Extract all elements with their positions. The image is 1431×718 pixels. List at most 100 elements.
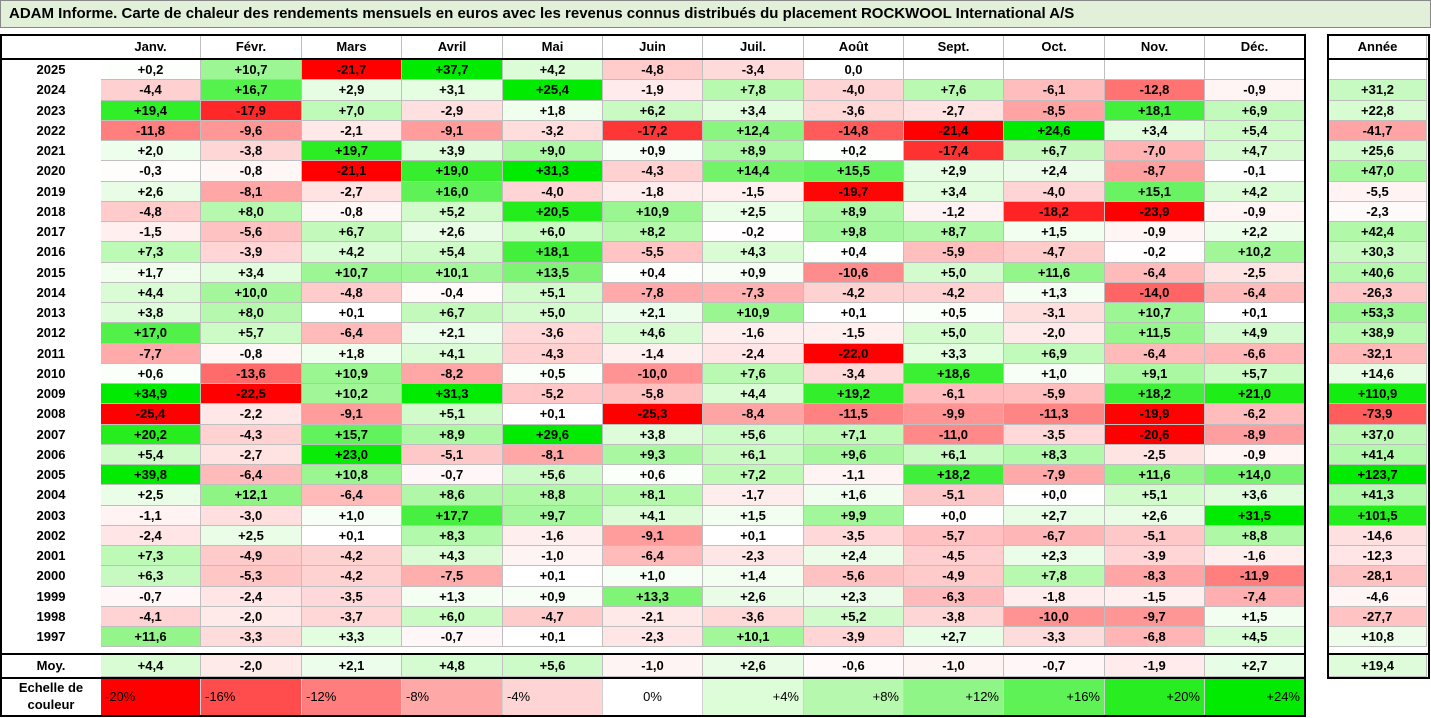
heatmap-cell: +1,0 bbox=[603, 566, 703, 587]
heatmap-cell: +7,3 bbox=[101, 242, 201, 263]
heatmap-cell: +6,7 bbox=[302, 222, 402, 243]
row-year-label: 2008 bbox=[36, 406, 66, 422]
heatmap-cell: +5,0 bbox=[904, 262, 1004, 283]
heatmap-cell: +18,2 bbox=[904, 465, 1004, 486]
heatmap-cell: +5,1 bbox=[1105, 485, 1205, 506]
heatmap-cell: -0,8 bbox=[201, 161, 302, 182]
heatmap-cell: +10,1 bbox=[402, 262, 503, 283]
heatmap-cell: -5,6 bbox=[201, 222, 302, 243]
heatmap-cell: -6,4 bbox=[1105, 262, 1205, 283]
heatmap-cell: +5,1 bbox=[503, 282, 603, 303]
heatmap-cell: +1,5 bbox=[1205, 606, 1305, 627]
heatmap-cell: +0,9 bbox=[703, 262, 804, 283]
heatmap-cell: +7,8 bbox=[1004, 566, 1105, 587]
heatmap-cell: -7,9 bbox=[1004, 465, 1105, 486]
heatmap-cell: -3,6 bbox=[804, 100, 904, 121]
heatmap-cell: +31,3 bbox=[402, 384, 503, 405]
heatmap-cell: +1,7 bbox=[101, 262, 201, 283]
heatmap-cell: -6,1 bbox=[904, 384, 1004, 405]
heatmap-cell: +9,1 bbox=[1105, 363, 1205, 384]
heatmap-cell: +9,7 bbox=[503, 505, 603, 526]
heatmap-cell: -7,5 bbox=[402, 566, 503, 587]
heatmap-cell: -1,0 bbox=[503, 546, 603, 567]
heatmap-cell: +7,1 bbox=[804, 424, 904, 445]
heatmap-cell: -4,2 bbox=[302, 566, 402, 587]
heatmap-cell: -0,4 bbox=[402, 282, 503, 303]
heatmap-cell: -8,2 bbox=[402, 363, 503, 384]
color-scale-step: +8% bbox=[804, 679, 904, 715]
average-cell: +5,6 bbox=[503, 655, 603, 678]
heatmap-cell: +4,1 bbox=[603, 505, 703, 526]
heatmap-cell: +10,0 bbox=[201, 282, 302, 303]
heatmap-cell: -1,6 bbox=[1205, 546, 1305, 567]
annual-cell: +110,9 bbox=[1329, 384, 1427, 405]
average-cell: -1,9 bbox=[1105, 655, 1205, 678]
heatmap-cell: +4,2 bbox=[1205, 181, 1305, 202]
heatmap-cell: +19,4 bbox=[101, 100, 201, 121]
heatmap-cell: +10,2 bbox=[1205, 242, 1305, 263]
heatmap-cell: -4,7 bbox=[1004, 242, 1105, 263]
color-scale-step: -20% bbox=[101, 679, 201, 715]
heatmap-cell: -5,7 bbox=[904, 525, 1004, 546]
heatmap-cell: -11,8 bbox=[101, 120, 201, 141]
heatmap-cell: +20,5 bbox=[503, 201, 603, 222]
heatmap-cell: +4,3 bbox=[703, 242, 804, 263]
heatmap-cell: -19,7 bbox=[804, 181, 904, 202]
heatmap-cell: -5,6 bbox=[804, 566, 904, 587]
color-scale-step: -8% bbox=[402, 679, 503, 715]
heatmap-cell: +9,6 bbox=[804, 444, 904, 465]
heatmap-cell: +2,5 bbox=[703, 201, 804, 222]
heatmap-cell: -0,9 bbox=[1205, 444, 1305, 465]
heatmap-cell: +2,0 bbox=[101, 141, 201, 162]
heatmap-cell: -1,1 bbox=[804, 465, 904, 486]
annual-cell: -41,7 bbox=[1329, 120, 1427, 141]
row-year-label: 2011 bbox=[36, 345, 66, 361]
heatmap-cell: -5,2 bbox=[503, 384, 603, 405]
heatmap-cell: -3,9 bbox=[1105, 546, 1205, 567]
heatmap-cell: +8,3 bbox=[402, 525, 503, 546]
heatmap-cell: +19,7 bbox=[302, 141, 402, 162]
heatmap-cell: +0,9 bbox=[603, 141, 703, 162]
heatmap-cell: +0,2 bbox=[804, 141, 904, 162]
heatmap-cell: +17,0 bbox=[101, 323, 201, 344]
column-header: Janv. bbox=[101, 36, 201, 58]
heatmap-cell: +10,9 bbox=[603, 201, 703, 222]
heatmap-cell: +10,8 bbox=[302, 465, 402, 486]
row-year-label: 1997 bbox=[36, 629, 66, 644]
annual-cell: -14,6 bbox=[1329, 525, 1427, 546]
row-year-label: 2005 bbox=[36, 467, 66, 482]
heatmap-cell: -3,3 bbox=[201, 627, 302, 648]
heatmap-cell: +15,5 bbox=[804, 161, 904, 182]
heatmap-cell: +0,0 bbox=[904, 505, 1004, 526]
heatmap-cell: +2,6 bbox=[1105, 505, 1205, 526]
annual-cell: +22,8 bbox=[1329, 100, 1427, 121]
heatmap-cell: -6,6 bbox=[1205, 343, 1305, 364]
heatmap-cell: -1,5 bbox=[804, 323, 904, 344]
heatmap-cell: +3,4 bbox=[703, 100, 804, 121]
color-scale-step: -16% bbox=[201, 679, 302, 715]
heatmap-cell: -8,7 bbox=[1105, 161, 1205, 182]
heatmap-cell: +3,4 bbox=[201, 262, 302, 283]
heatmap-cell: +1,8 bbox=[302, 343, 402, 364]
heatmap-cell: -8,1 bbox=[201, 181, 302, 202]
heatmap-cell: +31,3 bbox=[503, 161, 603, 182]
heatmap-cell: +8,0 bbox=[201, 303, 302, 324]
heatmap-cell bbox=[1105, 60, 1205, 81]
average-separator bbox=[1327, 653, 1430, 656]
heatmap-cell: -1,5 bbox=[1105, 586, 1205, 607]
heatmap-cell: +5,6 bbox=[703, 424, 804, 445]
heatmap-cell: +23,0 bbox=[302, 444, 402, 465]
heatmap-cell: -2,7 bbox=[201, 444, 302, 465]
heatmap-cell: +11,6 bbox=[1004, 262, 1105, 283]
heatmap-cell: -17,9 bbox=[201, 100, 302, 121]
heatmap-cell: +6,1 bbox=[703, 444, 804, 465]
heatmap-cell: -0,9 bbox=[1205, 201, 1305, 222]
heatmap-cell: +5,4 bbox=[402, 242, 503, 263]
heatmap-cell: -2,4 bbox=[703, 343, 804, 364]
heatmap-cell bbox=[1205, 60, 1305, 81]
heatmap-cell: -0,3 bbox=[101, 161, 201, 182]
column-header: Déc. bbox=[1205, 36, 1305, 58]
heatmap-cell: -2,1 bbox=[603, 606, 703, 627]
heatmap-cell: -9,7 bbox=[1105, 606, 1205, 627]
